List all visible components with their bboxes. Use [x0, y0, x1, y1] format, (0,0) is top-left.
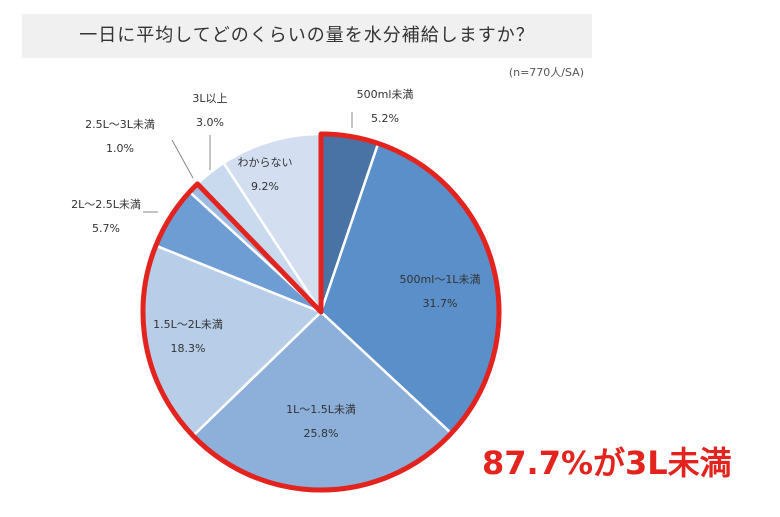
slice-value-label: 5.7%: [92, 222, 120, 235]
slice-label: 3L以上: [192, 92, 227, 105]
slice-value-label: 5.2%: [371, 112, 399, 125]
title-box: 一日に平均してどのくらいの量を水分補給しますか？: [22, 14, 592, 58]
slice-value-label: 3.0%: [196, 116, 224, 129]
slice-label: 500ml～1L未満: [400, 273, 481, 286]
slice-value-label: 31.7%: [423, 297, 458, 310]
sample-size-note: (n=770人/SA): [508, 66, 584, 79]
slice-value-label: 18.3%: [171, 342, 206, 355]
slice-label: 2.5L～3L未満: [85, 118, 155, 131]
chart-title: 一日に平均してどのくらいの量を水分補給しますか？: [79, 25, 535, 46]
slice-value-label: 25.8%: [304, 427, 339, 440]
slice-value-label: 9.2%: [251, 180, 279, 193]
slice-label: わからない: [238, 156, 293, 169]
slice-label: 1.5L～2L未満: [153, 318, 223, 331]
pie-slice: [221, 132, 323, 317]
slice-label: 1L～1.5L未満: [286, 403, 356, 416]
slice-label: 2L～2.5L未満: [71, 198, 141, 211]
slice-label: 500ml未満: [357, 88, 414, 101]
highlight-outline: [140, 131, 502, 493]
leader-line: [171, 139, 194, 179]
slice-value-label: 1.0%: [106, 142, 134, 155]
callout-text: 87.7%が3L未満: [482, 444, 732, 482]
